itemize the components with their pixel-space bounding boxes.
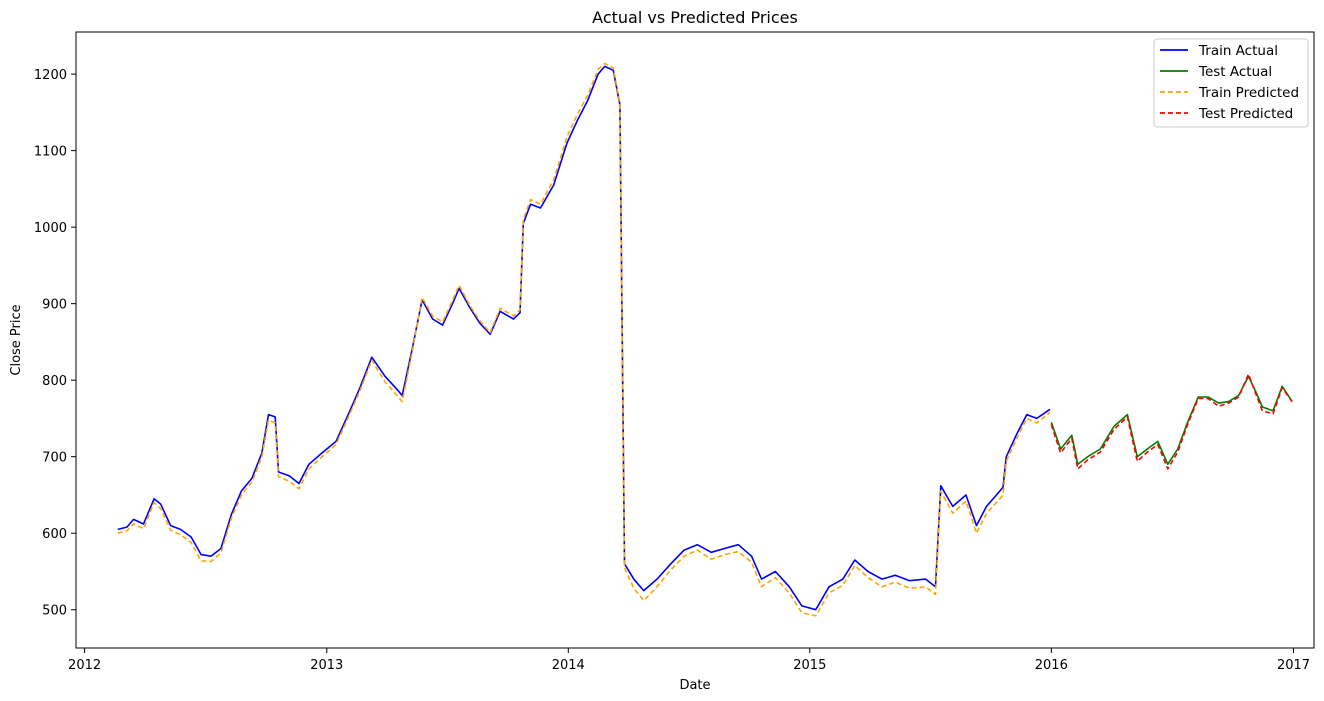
legend-box	[1153, 38, 1309, 128]
series-layer	[117, 62, 1293, 617]
x-tick-label: 2015	[793, 658, 826, 673]
y-tick-label: 1000	[34, 221, 67, 236]
y-axis-label: Close Price	[9, 304, 24, 375]
chart-title: Actual vs Predicted Prices	[592, 8, 798, 27]
y-tick-label: 1200	[34, 68, 67, 83]
x-tick-label: 2012	[68, 658, 101, 673]
x-tick-label: 2017	[1277, 658, 1310, 673]
y-tick-label: 900	[42, 298, 67, 313]
series-line-test-actual	[1050, 375, 1293, 466]
legend-label: Train Predicted	[1198, 85, 1299, 101]
x-tick-label: 2016	[1035, 658, 1068, 673]
legend-label: Test Predicted	[1198, 106, 1293, 122]
x-axis-label: Date	[679, 678, 710, 693]
legend-label: Test Actual	[1198, 64, 1272, 80]
y-tick-label: 800	[42, 374, 67, 389]
y-tick-label: 700	[42, 451, 67, 466]
x-axis: 2012 2013 2014 2015 2016 2017	[68, 648, 1310, 673]
plot-area-frame	[75, 31, 1315, 649]
x-tick-label: 2013	[310, 658, 343, 673]
series-line-train-actual	[117, 65, 1051, 611]
legend-label: Train Actual	[1198, 43, 1278, 59]
y-tick-label: 1100	[34, 145, 67, 160]
series-line-test-predicted	[1050, 373, 1293, 470]
series-line-train-predicted	[117, 62, 1051, 617]
legend: Train Actual Test Actual Train Predicted Te…	[1153, 38, 1309, 128]
x-tick-label: 2014	[552, 658, 585, 673]
y-tick-label: 600	[42, 527, 67, 542]
y-tick-label: 500	[42, 604, 67, 619]
y-axis: 500 600 700 800 900 1000 1100 1200	[34, 68, 76, 619]
